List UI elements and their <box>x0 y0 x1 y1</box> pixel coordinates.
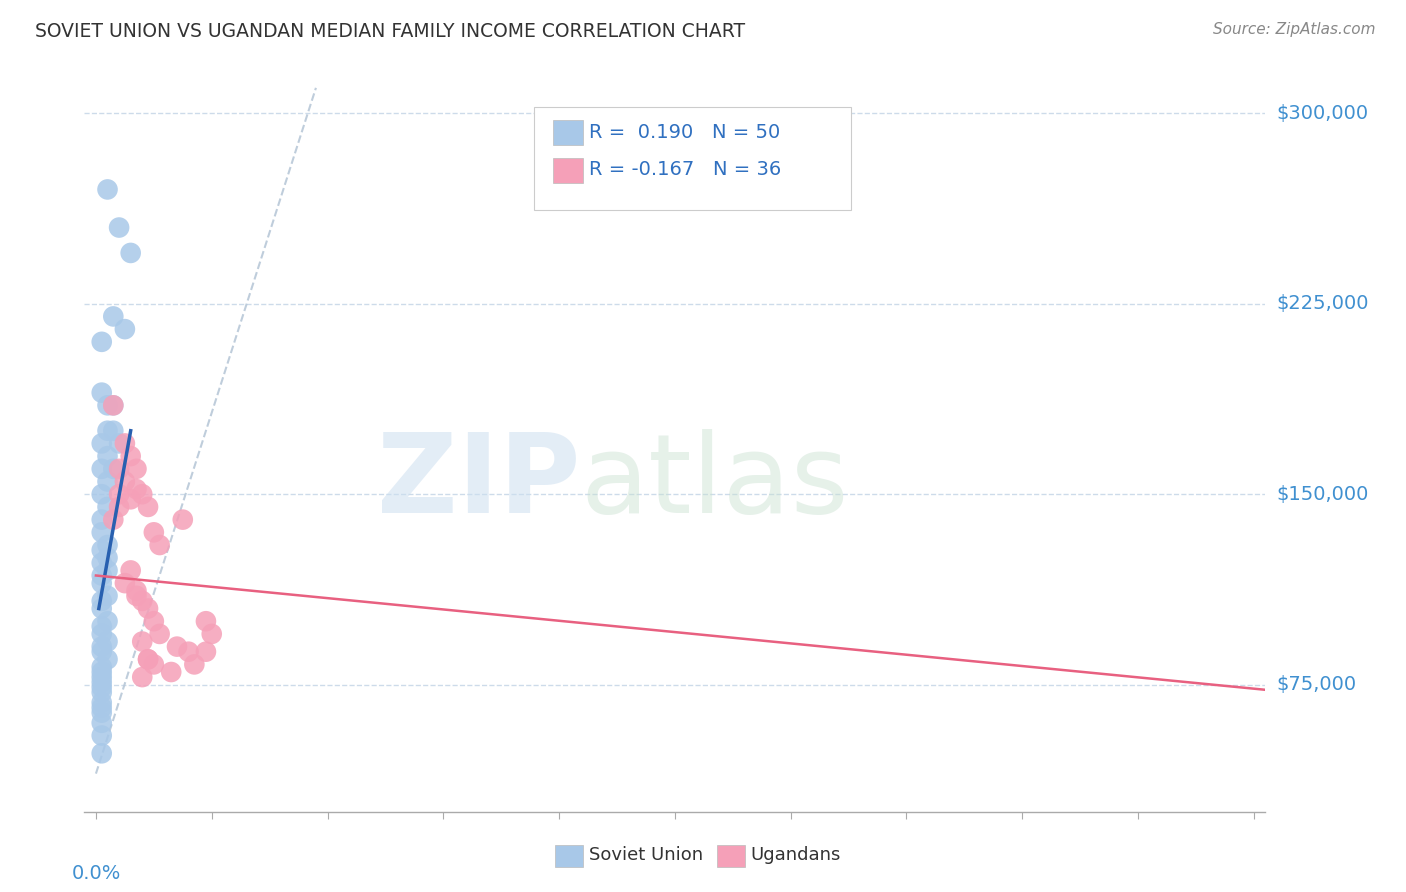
Point <box>120 449 142 463</box>
Text: Source: ZipAtlas.com: Source: ZipAtlas.com <box>1212 22 1375 37</box>
Point <box>136 601 159 615</box>
Point <box>103 398 125 412</box>
Point <box>90 385 112 400</box>
Point <box>96 550 118 565</box>
Point <box>114 475 136 489</box>
Point <box>96 424 118 438</box>
Point <box>201 627 224 641</box>
Point <box>114 576 136 591</box>
Point <box>108 220 131 235</box>
Text: R =  0.190   N = 50: R = 0.190 N = 50 <box>589 123 780 143</box>
Point <box>114 436 136 450</box>
Point <box>96 475 118 489</box>
Point <box>90 680 112 694</box>
Point <box>90 487 112 501</box>
Point <box>90 594 112 608</box>
Point <box>131 594 153 608</box>
Point <box>96 614 118 628</box>
Point <box>149 627 172 641</box>
Point <box>96 398 118 412</box>
Point <box>103 462 125 476</box>
Point <box>90 568 112 582</box>
Point <box>90 685 112 699</box>
Point <box>125 462 148 476</box>
Point <box>90 513 112 527</box>
Point <box>131 487 153 501</box>
Point <box>90 334 112 349</box>
Point <box>120 492 142 507</box>
Point <box>96 538 118 552</box>
Point <box>194 645 217 659</box>
Point <box>120 563 142 577</box>
Point <box>90 747 112 761</box>
Text: SOVIET UNION VS UGANDAN MEDIAN FAMILY INCOME CORRELATION CHART: SOVIET UNION VS UGANDAN MEDIAN FAMILY IN… <box>35 22 745 41</box>
Point <box>108 487 131 501</box>
Point <box>125 583 148 598</box>
Point <box>90 675 112 690</box>
Text: Ugandans: Ugandans <box>751 846 841 863</box>
Point <box>125 482 148 496</box>
Point <box>90 696 112 710</box>
Point <box>172 513 194 527</box>
Text: R = -0.167   N = 36: R = -0.167 N = 36 <box>589 160 782 179</box>
Point <box>120 246 142 260</box>
Point <box>96 182 118 196</box>
Point <box>90 729 112 743</box>
Point <box>125 589 148 603</box>
Text: $225,000: $225,000 <box>1277 294 1369 313</box>
Point <box>142 657 165 672</box>
Point <box>96 589 118 603</box>
Text: $150,000: $150,000 <box>1277 484 1369 504</box>
Point <box>90 700 112 714</box>
Point <box>90 665 112 679</box>
Point <box>166 640 188 654</box>
Point <box>90 645 112 659</box>
Text: Soviet Union: Soviet Union <box>589 846 703 863</box>
Point <box>136 500 159 514</box>
Point <box>131 670 153 684</box>
Text: $75,000: $75,000 <box>1277 675 1357 694</box>
Point <box>90 715 112 730</box>
Point <box>160 665 183 679</box>
Point <box>103 424 125 438</box>
Text: 0.0%: 0.0% <box>72 864 121 883</box>
Text: atlas: atlas <box>581 428 849 535</box>
Point <box>90 462 112 476</box>
Point <box>90 601 112 615</box>
Point <box>194 614 217 628</box>
Point <box>183 657 205 672</box>
Point <box>136 652 159 666</box>
Point <box>108 436 131 450</box>
Point <box>90 640 112 654</box>
Point <box>90 436 112 450</box>
Point <box>142 525 165 540</box>
Point <box>103 310 125 324</box>
Point <box>90 670 112 684</box>
Point <box>90 619 112 633</box>
Point <box>96 563 118 577</box>
Point <box>108 500 131 514</box>
Point <box>136 652 159 666</box>
Point <box>131 634 153 648</box>
Point <box>90 660 112 674</box>
Point <box>142 614 165 628</box>
Point <box>96 449 118 463</box>
Point <box>103 513 125 527</box>
Point <box>103 398 125 412</box>
Point <box>90 576 112 591</box>
Point <box>96 500 118 514</box>
Point <box>96 634 118 648</box>
Text: ZIP: ZIP <box>377 428 581 535</box>
Text: $300,000: $300,000 <box>1277 103 1368 123</box>
Point <box>149 538 172 552</box>
Point <box>114 322 136 336</box>
Point <box>90 525 112 540</box>
Point <box>90 627 112 641</box>
Point <box>108 462 131 476</box>
Point <box>177 645 200 659</box>
Point <box>90 556 112 570</box>
Point <box>90 706 112 720</box>
Point <box>90 543 112 558</box>
Point <box>96 652 118 666</box>
